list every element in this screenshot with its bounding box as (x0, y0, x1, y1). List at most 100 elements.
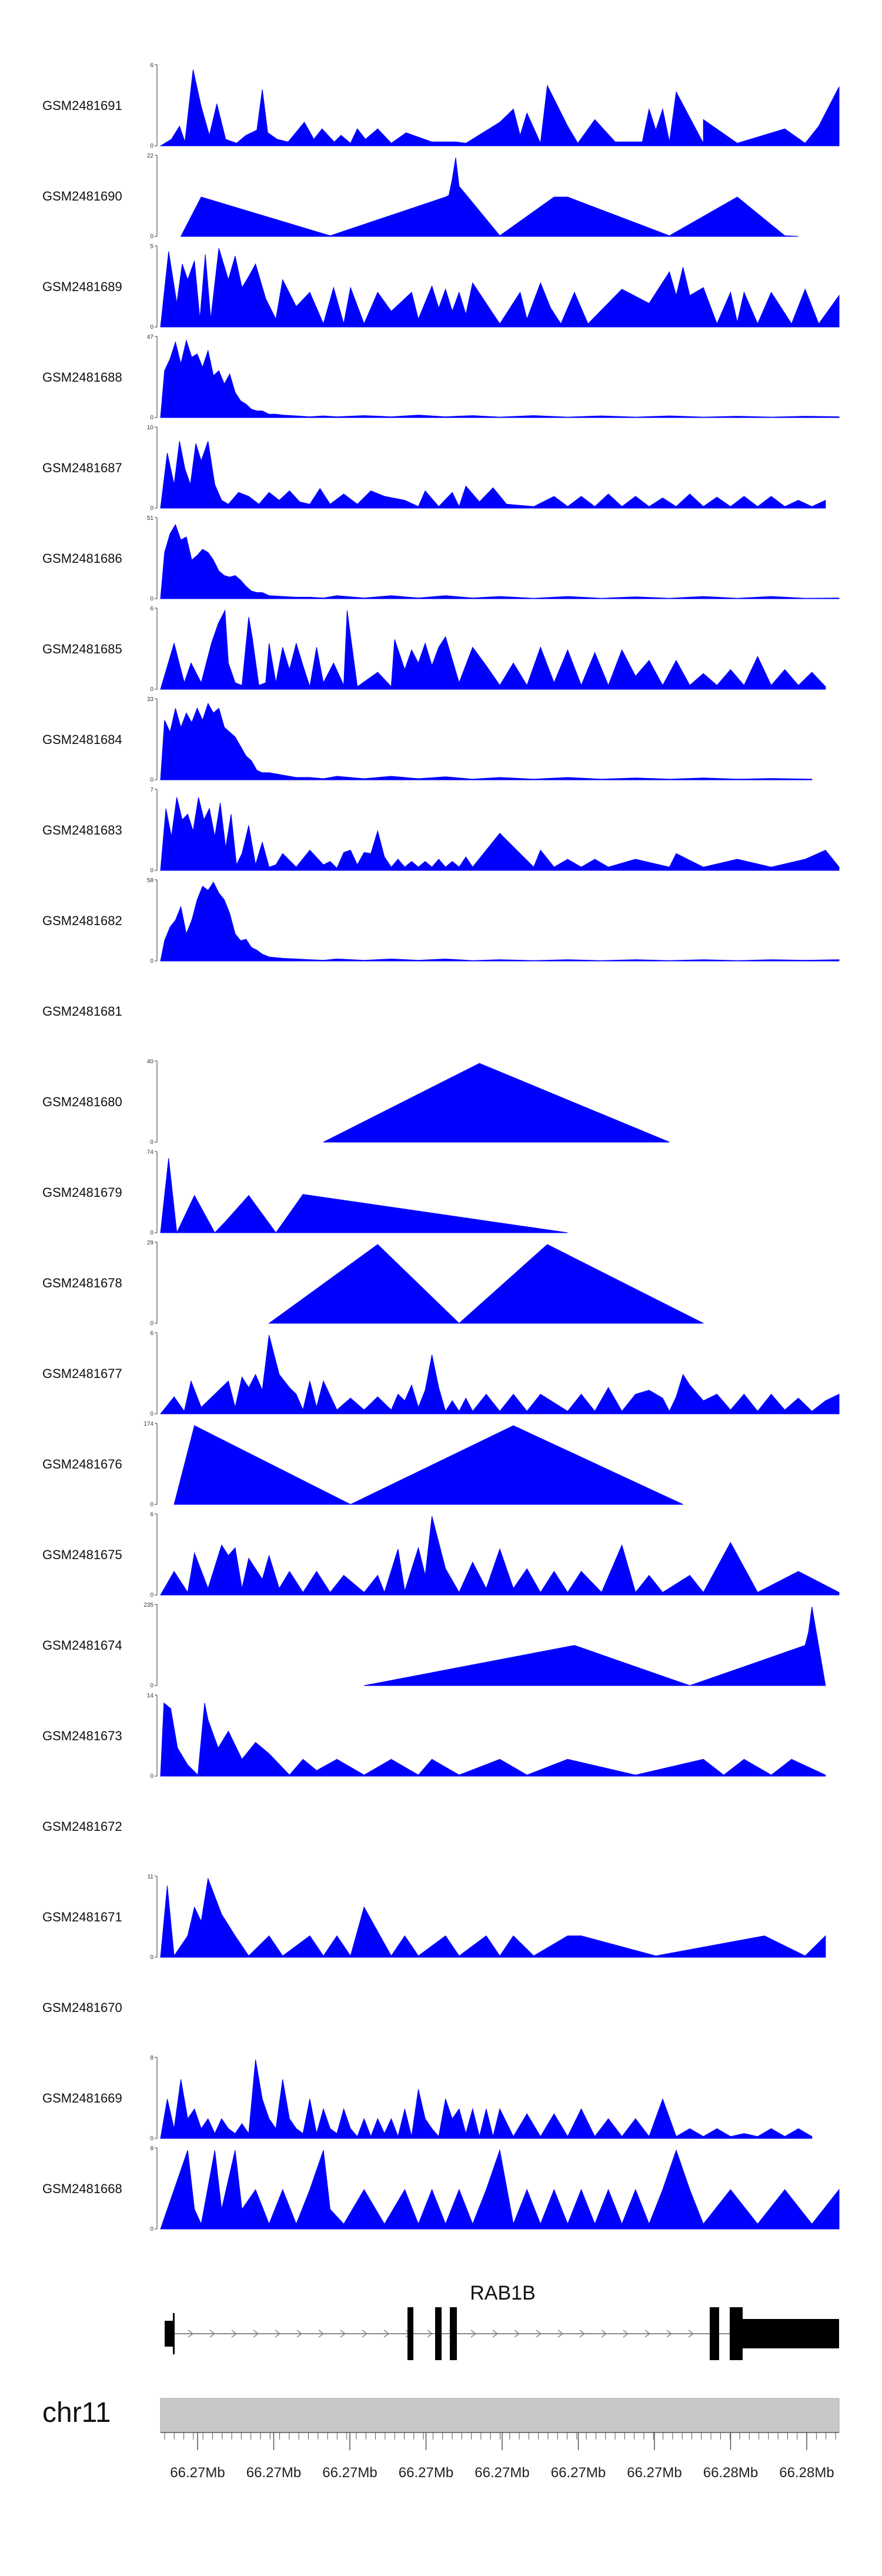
track-GSM2481685: GSM2481685 6 0 (42, 606, 826, 693)
y-min-label: 0 (150, 1773, 153, 1780)
y-min-label: 0 (150, 777, 153, 783)
signal-area-GSM2481684 (160, 702, 813, 780)
track-label: GSM2481676 (42, 1457, 122, 1471)
y-max-label: 51 (147, 515, 154, 522)
track-GSM2481671: GSM2481671 11 0 (42, 1874, 826, 1961)
strand-arrow (275, 2330, 281, 2338)
y-min-label: 0 (150, 1954, 153, 1961)
track-GSM2481683: GSM2481683 7 0 (42, 787, 840, 874)
gene-model-track: RAB1B (165, 2282, 839, 2360)
signal-area-GSM2481691 (159, 69, 840, 146)
y-max-label: 29 (147, 1240, 154, 1246)
y-min-label: 0 (150, 324, 153, 331)
strand-arrow (253, 2330, 259, 2338)
y-min-label: 0 (150, 1320, 153, 1327)
y-min-label: 0 (150, 143, 153, 149)
y-min-label: 0 (150, 596, 153, 602)
ideogram-band (160, 2398, 840, 2433)
genome-axis-tick-label: 66.27Mb (170, 2465, 225, 2481)
signal-area-GSM2481680 (323, 1063, 670, 1143)
exon-block (407, 2307, 413, 2360)
strand-arrow (492, 2330, 499, 2338)
y-max-label: 235 (143, 1602, 153, 1609)
y-max-label: 14 (147, 1693, 154, 1699)
genome-axis-tick-label: 66.27Mb (399, 2465, 453, 2481)
genome-axis-tick-label: 66.27Mb (475, 2465, 529, 2481)
y-max-label: 6 (150, 606, 153, 612)
y-min-label: 0 (150, 505, 153, 512)
track-GSM2481674: GSM2481674 235 0 (42, 1602, 826, 1689)
genome-axis-tick-label: 66.28Mb (703, 2465, 758, 2481)
exon-block (165, 2321, 173, 2347)
y-min-label: 0 (150, 1411, 153, 1417)
track-label: GSM2481688 (42, 370, 122, 385)
y-min-label: 0 (150, 686, 153, 693)
strand-arrow (231, 2330, 238, 2338)
y-max-label: 8 (150, 2145, 153, 2152)
y-max-label: 174 (143, 1421, 153, 1427)
signal-area-GSM2481689 (160, 248, 840, 328)
track-GSM2481680: GSM2481680 40 0 (42, 1059, 670, 1146)
signal-area-GSM2481671 (160, 1877, 826, 1958)
track-GSM2481673: GSM2481673 14 0 (42, 1693, 826, 1780)
strand-arrow (601, 2330, 607, 2338)
track-label: GSM2481687 (42, 461, 122, 475)
signal-area-GSM2481690 (180, 157, 799, 237)
track-label: GSM2481673 (42, 1729, 122, 1743)
track-label: GSM2481689 (42, 279, 122, 294)
strand-arrow (557, 2330, 564, 2338)
exon-block (730, 2307, 743, 2360)
track-label: GSM2481684 (42, 732, 122, 747)
track-GSM2481681: GSM2481681 (42, 1004, 122, 1019)
signal-tracks: GSM248169160GSM2481690220GSM248168950GSM… (42, 62, 840, 2233)
strand-arrow (383, 2330, 390, 2338)
exon-block (173, 2313, 175, 2354)
track-GSM2481686: GSM2481686 51 0 (42, 515, 840, 602)
y-min-label: 0 (150, 1139, 153, 1146)
y-min-label: 0 (150, 958, 153, 965)
track-label: GSM2481690 (42, 189, 122, 203)
signal-area-GSM2481682 (160, 882, 840, 962)
strand-arrow (579, 2330, 586, 2338)
strand-arrow (209, 2330, 216, 2338)
track-GSM2481682: GSM2481682 58 0 (42, 877, 840, 965)
genome-axis-tick-label: 66.27Mb (551, 2465, 606, 2481)
y-max-label: 47 (147, 334, 154, 341)
strand-arrow (470, 2330, 477, 2338)
y-max-label: 22 (147, 153, 154, 159)
track-label: GSM2481679 (42, 1185, 122, 1200)
genome-axis-tick-label: 66.28Mb (779, 2465, 834, 2481)
track-label: GSM2481670 (42, 2000, 122, 2015)
exon-block (710, 2307, 719, 2360)
y-max-label: 7 (150, 787, 153, 793)
track-label: GSM2481680 (42, 1095, 122, 1109)
track-label: GSM2481691 (42, 98, 122, 113)
track-GSM2481691: GSM2481691 6 0 (42, 62, 840, 149)
track-GSM2481672: GSM2481672 (42, 1819, 122, 1834)
track-GSM2481670: GSM2481670 (42, 2000, 122, 2015)
strand-arrow (362, 2330, 368, 2338)
y-max-label: 11 (148, 1874, 154, 1880)
signal-area-GSM2481675 (160, 1516, 840, 1596)
signal-area-GSM2481686 (160, 523, 840, 599)
track-label: GSM2481678 (42, 1276, 122, 1290)
signal-area-GSM2481688 (160, 339, 840, 418)
track-label: GSM2481681 (42, 1004, 122, 1019)
genome-axis-tick-label: 66.27Mb (322, 2465, 377, 2481)
exon-block (435, 2307, 442, 2360)
track-label: GSM2481686 (42, 551, 122, 566)
signal-area-GSM2481669 (160, 2059, 813, 2139)
y-min-label: 0 (150, 1683, 153, 1689)
y-max-label: 6 (150, 1330, 153, 1337)
y-min-label: 0 (150, 1592, 153, 1599)
strand-arrow (296, 2330, 303, 2338)
signal-area-GSM2481674 (364, 1606, 826, 1686)
track-label: GSM2481674 (42, 1638, 122, 1653)
chromosome-label: chr11 (42, 2397, 111, 2428)
y-max-label: 6 (150, 1511, 153, 1518)
track-GSM2481690: GSM2481690 22 0 (42, 153, 799, 240)
exon-block (450, 2307, 457, 2360)
track-GSM2481678: GSM2481678 29 0 (42, 1240, 704, 1327)
signal-area-GSM2481685 (160, 609, 826, 690)
y-min-label: 0 (150, 2226, 153, 2233)
